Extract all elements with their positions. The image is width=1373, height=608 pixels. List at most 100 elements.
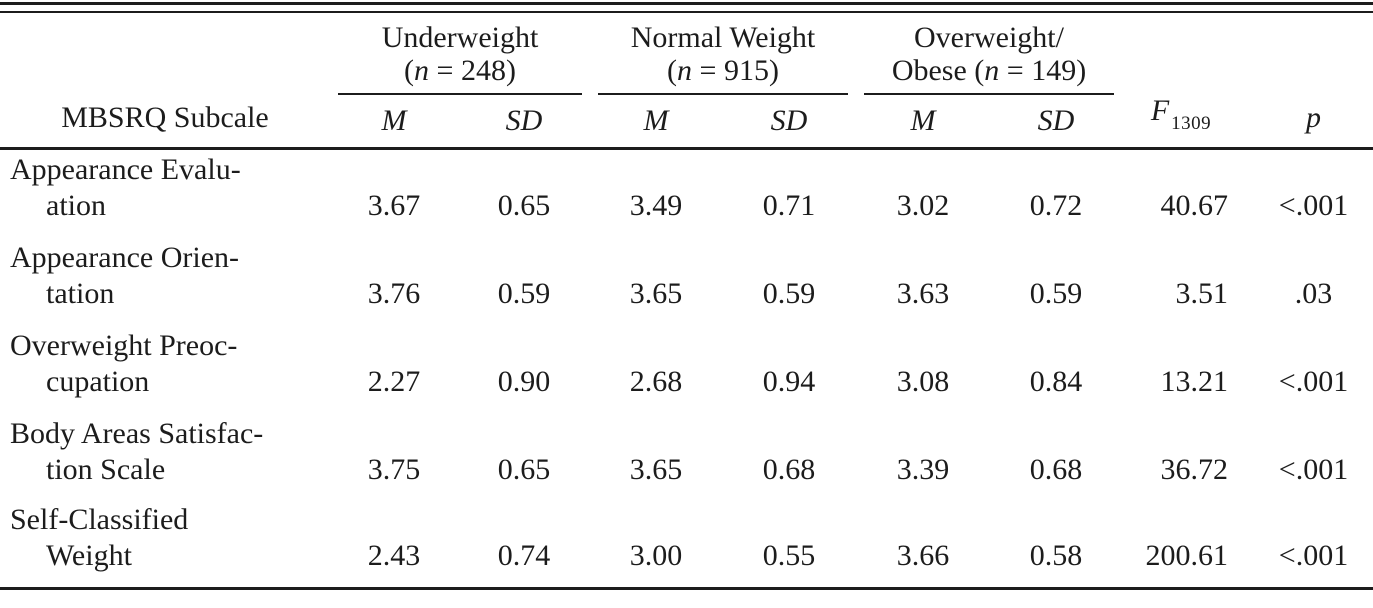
col-header-sd: SD xyxy=(505,104,543,137)
sd-cell: 0.65 xyxy=(497,452,551,486)
sd-cell: 0.58 xyxy=(990,500,1123,590)
col-header-f-statistic: F 1309 xyxy=(1122,13,1240,149)
subscale-label: Self-Classified Weight xyxy=(0,500,330,590)
group-header-overweight-obese: Overweight/ Obese (n = 149) xyxy=(856,13,1122,95)
p-cell: .03 xyxy=(1294,276,1333,310)
subscale-label: Appearance Evalu- ation xyxy=(0,147,330,237)
group-header-underweight: Underweight (n = 248) xyxy=(330,13,590,95)
table-body: Appearance Evalu- ation 3.67 0.65 3.49 0… xyxy=(0,147,1373,590)
group-n: (n = 248) xyxy=(338,54,582,87)
group-n-prefix: ( xyxy=(667,54,678,87)
subscale-label-line1: Appearance Orien- xyxy=(10,240,240,274)
group-header-underline: Overweight/ Obese (n = 149) xyxy=(864,21,1115,95)
f-cell: 40.67 xyxy=(1122,147,1241,237)
f-cell: 13.21 xyxy=(1160,364,1229,398)
mean-cell: 3.08 xyxy=(896,364,950,398)
col-header-p-value: p xyxy=(1240,13,1373,149)
stat-header-row: M SD M SD M SD xyxy=(0,95,1373,149)
group-n-suffix: = 915) xyxy=(692,54,779,87)
sd-cell: 0.59 xyxy=(497,276,551,310)
f-cell: 200.61 xyxy=(1122,500,1241,590)
subscale-label-line2: tation xyxy=(46,276,115,310)
group-header-underline: Normal Weight (n = 915) xyxy=(598,21,848,95)
table-row: Overweight Preoc- cupation 2.27 0.90 2.6… xyxy=(0,325,1373,413)
sd-cell: 0.55 xyxy=(722,500,856,590)
mean-cell: 3.02 xyxy=(856,147,990,237)
group-n: Obese (n = 149) xyxy=(864,54,1114,87)
subscale-label-line2: tion Scale xyxy=(46,452,166,486)
subscale-label-line2: ation xyxy=(46,188,106,222)
col-header-mean: M xyxy=(381,104,407,137)
col-header-subscale: MBSRQ Subcale xyxy=(0,13,330,149)
subscale-label-line1: Body Areas Satisfac- xyxy=(10,416,264,450)
subscale-label: Overweight Preoc- cupation xyxy=(0,325,330,413)
sd-cell: 0.68 xyxy=(1029,452,1083,486)
mean-cell: 3.00 xyxy=(590,500,722,590)
mean-cell: 2.43 xyxy=(330,500,458,590)
group-title: Overweight/ xyxy=(914,21,1064,54)
mean-cell: 3.66 xyxy=(856,500,990,590)
table-row: Self-Classified Weight 2.43 0.74 3.00 0.… xyxy=(0,500,1373,590)
group-header-underline: Underweight (n = 248) xyxy=(338,21,582,95)
group-n-var: n xyxy=(984,54,1000,87)
sd-cell: 0.84 xyxy=(1029,364,1083,398)
p-cell: <.001 xyxy=(1278,452,1349,486)
group-n-prefix: ( xyxy=(404,54,415,87)
subscale-label: Body Areas Satisfac- tion Scale xyxy=(0,413,330,501)
group-n-var: n xyxy=(677,54,693,87)
table-row: Appearance Evalu- ation 3.67 0.65 3.49 0… xyxy=(0,147,1373,237)
subscale-header-label: MBSRQ Subcale xyxy=(61,101,269,134)
sd-cell: 0.72 xyxy=(990,147,1123,237)
mean-cell: 3.39 xyxy=(896,452,950,486)
p-cell: <.001 xyxy=(1240,147,1373,237)
f-df-subscript: 1309 xyxy=(1171,113,1212,134)
group-n-var: n xyxy=(414,54,430,87)
group-title: Underweight xyxy=(381,21,539,54)
mean-cell: 3.67 xyxy=(330,147,458,237)
col-header-sd: SD xyxy=(1037,104,1075,137)
f-symbol: F xyxy=(1150,94,1170,127)
sd-cell: 0.94 xyxy=(762,364,816,398)
group-n-suffix: = 149) xyxy=(999,54,1087,87)
group-n-suffix: = 248) xyxy=(429,54,516,87)
sd-cell: 0.90 xyxy=(497,364,551,398)
mean-cell: 2.27 xyxy=(367,364,421,398)
subscale-label: Appearance Orien- tation xyxy=(0,237,330,325)
subscale-label-line1: Self-Classified xyxy=(10,503,189,536)
p-cell: <.001 xyxy=(1278,364,1349,398)
sd-cell: 0.71 xyxy=(722,147,856,237)
f-cell: 36.72 xyxy=(1160,452,1229,486)
group-header-row: MBSRQ Subcale Underweight (n = 248) Norm… xyxy=(0,13,1373,134)
sd-cell: 0.59 xyxy=(1029,276,1083,310)
subscale-label-line1: Overweight Preoc- xyxy=(10,328,238,362)
subscale-label-line2: Weight xyxy=(46,539,132,572)
table-row: Appearance Orien- tation 3.76 0.59 3.65 … xyxy=(0,237,1373,325)
mean-cell: 2.68 xyxy=(629,364,683,398)
sd-cell: 0.65 xyxy=(458,147,590,237)
table-header: MBSRQ Subcale Underweight (n = 248) Norm… xyxy=(0,13,1373,149)
table-top-double-rule xyxy=(0,2,1373,13)
group-n: (n = 915) xyxy=(598,54,848,87)
sd-cell: 0.59 xyxy=(762,276,816,310)
mean-cell: 3.65 xyxy=(629,452,683,486)
col-header-mean: M xyxy=(643,104,669,137)
mean-cell: 3.63 xyxy=(896,276,950,310)
sd-cell: 0.68 xyxy=(762,452,816,486)
subscale-label-line2: cupation xyxy=(46,364,150,398)
col-header-sd: SD xyxy=(770,104,808,137)
f-cell: 3.51 xyxy=(1175,276,1229,310)
group-title: Normal Weight xyxy=(630,21,816,54)
p-symbol: p xyxy=(1306,101,1322,134)
table-row: Body Areas Satisfac- tion Scale 3.75 0.6… xyxy=(0,413,1373,501)
mean-cell: 3.76 xyxy=(367,276,421,310)
mean-cell: 3.75 xyxy=(367,452,421,486)
sd-cell: 0.74 xyxy=(458,500,590,590)
mean-cell: 3.65 xyxy=(629,276,683,310)
group-n-prefix: Obese ( xyxy=(891,54,985,87)
mbsrq-anova-table: MBSRQ Subcale Underweight (n = 248) Norm… xyxy=(0,13,1373,590)
group-header-normal-weight: Normal Weight (n = 915) xyxy=(590,13,856,95)
p-cell: <.001 xyxy=(1240,500,1373,590)
col-header-mean: M xyxy=(910,104,936,137)
subscale-label-line1: Appearance Evalu- xyxy=(10,152,241,186)
